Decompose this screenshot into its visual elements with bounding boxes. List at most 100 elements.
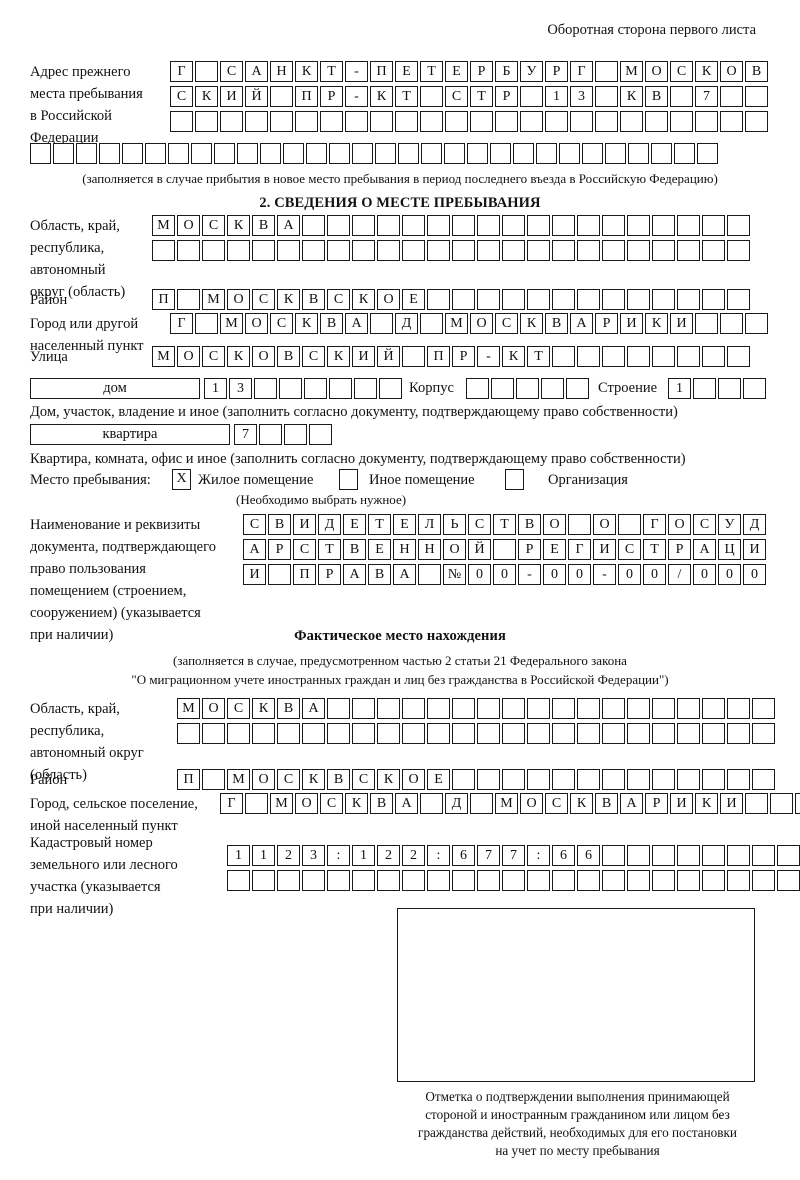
char-cell[interactable] <box>495 111 518 132</box>
prev-address-row-3[interactable] <box>170 111 768 132</box>
char-cell[interactable]: К <box>302 769 325 790</box>
char-cell[interactable]: А <box>345 313 368 334</box>
char-cell[interactable]: 0 <box>568 564 591 585</box>
char-cell[interactable] <box>520 86 543 107</box>
char-cell[interactable]: 1 <box>668 378 691 399</box>
char-cell[interactable] <box>254 378 277 399</box>
char-cell[interactable] <box>270 86 293 107</box>
char-cell[interactable]: П <box>295 86 318 107</box>
char-cell[interactable]: С <box>545 793 568 814</box>
char-cell[interactable] <box>602 870 625 891</box>
char-cell[interactable]: Н <box>418 539 441 560</box>
char-cell[interactable]: 1 <box>204 378 227 399</box>
char-cell[interactable] <box>370 111 393 132</box>
char-cell[interactable] <box>520 111 543 132</box>
char-cell[interactable] <box>602 845 625 866</box>
char-cell[interactable]: М <box>445 313 468 334</box>
char-cell[interactable]: С <box>170 86 193 107</box>
char-cell[interactable] <box>152 240 175 261</box>
char-cell[interactable] <box>452 698 475 719</box>
char-cell[interactable] <box>502 769 525 790</box>
char-cell[interactable]: : <box>327 845 350 866</box>
char-cell[interactable] <box>245 111 268 132</box>
char-cell[interactable] <box>402 723 425 744</box>
char-cell[interactable] <box>252 240 275 261</box>
char-cell[interactable]: К <box>645 313 668 334</box>
char-cell[interactable] <box>652 215 675 236</box>
char-cell[interactable]: О <box>593 514 616 535</box>
flat-number-row[interactable]: 7 <box>234 424 332 445</box>
char-cell[interactable] <box>627 240 650 261</box>
char-cell[interactable] <box>477 870 500 891</box>
char-cell[interactable] <box>677 346 700 367</box>
char-cell[interactable] <box>502 289 525 310</box>
char-cell[interactable] <box>645 111 668 132</box>
char-cell[interactable] <box>259 424 282 445</box>
char-cell[interactable] <box>602 346 625 367</box>
char-cell[interactable]: 7 <box>477 845 500 866</box>
char-cell[interactable]: Г <box>570 61 593 82</box>
char-cell[interactable]: 0 <box>493 564 516 585</box>
char-cell[interactable]: В <box>327 769 350 790</box>
char-cell[interactable] <box>577 215 600 236</box>
char-cell[interactable]: Т <box>368 514 391 535</box>
char-cell[interactable] <box>354 378 377 399</box>
char-cell[interactable]: О <box>227 289 250 310</box>
char-cell[interactable]: 1 <box>227 845 250 866</box>
char-cell[interactable]: 0 <box>618 564 641 585</box>
char-cell[interactable] <box>191 143 212 164</box>
char-cell[interactable] <box>502 698 525 719</box>
char-cell[interactable] <box>752 723 775 744</box>
char-cell[interactable] <box>227 240 250 261</box>
char-cell[interactable] <box>727 769 750 790</box>
char-cell[interactable] <box>727 723 750 744</box>
char-cell[interactable] <box>352 698 375 719</box>
char-cell[interactable] <box>777 845 800 866</box>
char-cell[interactable] <box>420 313 443 334</box>
char-cell[interactable] <box>470 793 493 814</box>
char-cell[interactable]: С <box>320 793 343 814</box>
char-cell[interactable] <box>327 698 350 719</box>
char-cell[interactable] <box>677 845 700 866</box>
char-cell[interactable]: П <box>427 346 450 367</box>
char-cell[interactable]: О <box>252 346 275 367</box>
char-cell[interactable] <box>279 378 302 399</box>
char-cell[interactable]: Г <box>170 313 193 334</box>
char-cell[interactable] <box>168 143 189 164</box>
char-cell[interactable] <box>420 86 443 107</box>
stroenie-row[interactable]: 1 <box>668 378 766 399</box>
char-cell[interactable]: С <box>327 289 350 310</box>
char-cell[interactable]: 2 <box>377 845 400 866</box>
char-cell[interactable] <box>352 723 375 744</box>
char-cell[interactable]: 7 <box>234 424 257 445</box>
char-cell[interactable] <box>377 698 400 719</box>
char-cell[interactable] <box>270 111 293 132</box>
char-cell[interactable]: 6 <box>452 845 475 866</box>
char-cell[interactable] <box>695 313 718 334</box>
char-cell[interactable] <box>283 143 304 164</box>
char-cell[interactable] <box>752 769 775 790</box>
char-cell[interactable] <box>727 215 750 236</box>
char-cell[interactable] <box>568 514 591 535</box>
char-cell[interactable]: П <box>293 564 316 585</box>
char-cell[interactable] <box>702 240 725 261</box>
char-cell[interactable]: К <box>295 61 318 82</box>
char-cell[interactable]: М <box>152 346 175 367</box>
char-cell[interactable]: М <box>177 698 200 719</box>
char-cell[interactable] <box>427 723 450 744</box>
char-cell[interactable] <box>677 769 700 790</box>
char-cell[interactable] <box>327 870 350 891</box>
char-cell[interactable] <box>595 61 618 82</box>
char-cell[interactable]: Е <box>427 769 450 790</box>
char-cell[interactable] <box>727 698 750 719</box>
char-cell[interactable] <box>651 143 672 164</box>
char-cell[interactable]: П <box>152 289 175 310</box>
actual-region-row-2[interactable] <box>177 723 775 744</box>
char-cell[interactable]: К <box>252 698 275 719</box>
char-cell[interactable] <box>268 564 291 585</box>
char-cell[interactable] <box>605 143 626 164</box>
char-cell[interactable]: С <box>445 86 468 107</box>
